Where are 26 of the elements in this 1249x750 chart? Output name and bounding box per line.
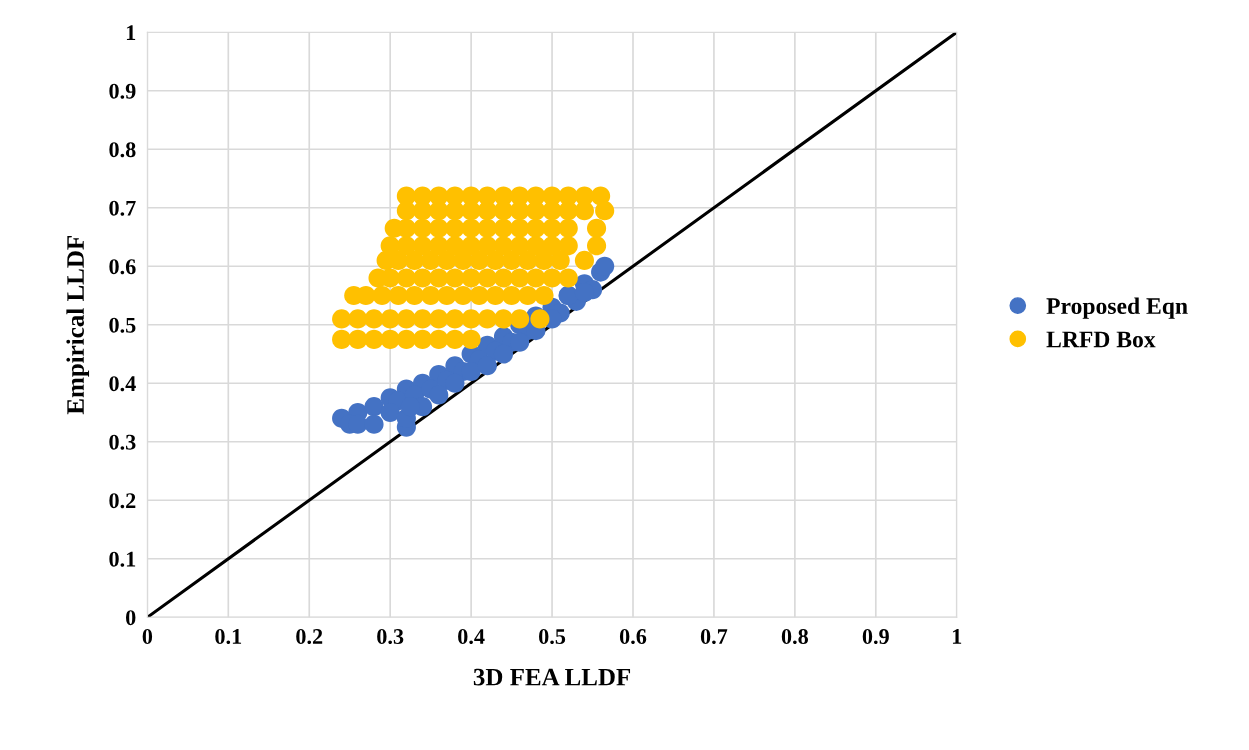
x-tick-label: 0.2 <box>296 629 323 645</box>
x-tick-label: 0.5 <box>539 629 566 645</box>
x-tick-label: 0.4 <box>458 629 485 645</box>
y-tick-label: 0.7 <box>109 200 136 216</box>
x-tick-label: 0.1 <box>215 629 242 645</box>
x-tick-label: 1 <box>952 629 962 644</box>
x-axis-title: 3D FEA LLDF <box>473 668 631 686</box>
y-tick-label: 0.8 <box>109 142 136 158</box>
x-tick-label: 0.3 <box>377 629 404 645</box>
legend-label: Proposed Eqn <box>1046 297 1188 319</box>
x-tick-label: 0.6 <box>619 629 647 645</box>
y-tick-label: 0.2 <box>109 493 136 509</box>
x-tick-label: 0.8 <box>781 629 809 645</box>
x-tick-label: 0.7 <box>700 629 728 645</box>
y-tick-label: 0 <box>126 610 136 626</box>
y-axis-title: Empirical LLDF <box>66 236 90 415</box>
y-tick-label: 0.4 <box>109 376 136 392</box>
y-tick-label: 0.9 <box>109 83 136 99</box>
y-tick-label: 0.3 <box>109 434 136 450</box>
y-tick-label: 0.5 <box>109 317 136 333</box>
x-tick-label: 0 <box>142 629 153 644</box>
x-tick-label: 0.9 <box>862 629 889 645</box>
y-tick-label: 1 <box>126 25 136 40</box>
y-tick-label: 0.6 <box>109 259 136 275</box>
legend-label: LRFD Box <box>1046 331 1156 348</box>
y-tick-label: 0.1 <box>109 551 136 567</box>
